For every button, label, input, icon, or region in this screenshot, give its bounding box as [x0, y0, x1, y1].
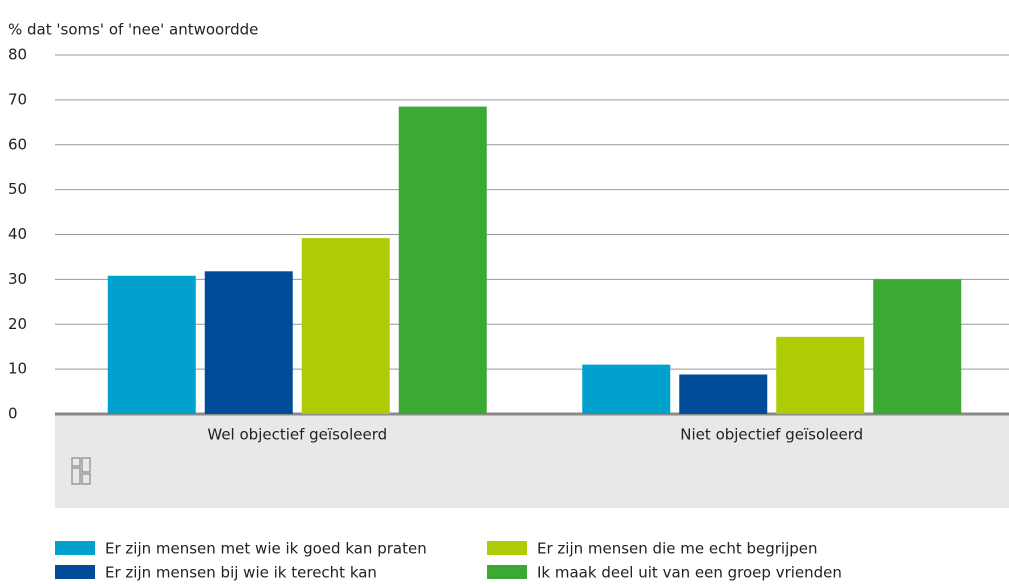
bar [107, 275, 196, 414]
bar [582, 364, 671, 414]
y-tick-label: 80 [8, 46, 27, 64]
x-tick-label: Niet objectief geïsoleerd [680, 426, 863, 444]
legend-swatch [487, 541, 527, 555]
y-tick-label: 20 [8, 315, 27, 333]
y-tick-label: 50 [8, 180, 27, 198]
category-band [55, 414, 1009, 508]
y-tick-label: 70 [8, 90, 27, 108]
y-tick-label: 30 [8, 270, 27, 288]
legend-label: Er zijn mensen die me echt begrijpen [537, 540, 818, 558]
logo [71, 457, 91, 485]
bar [398, 106, 487, 414]
legend-swatch [55, 565, 95, 579]
legend-swatch [487, 565, 527, 579]
y-tick-label: 40 [8, 225, 27, 243]
bar [204, 271, 293, 414]
y-tick-label: 0 [8, 405, 18, 423]
y-tick-label: 10 [8, 360, 27, 378]
bar [301, 238, 390, 414]
bar [679, 374, 768, 414]
y-tick-label: 60 [8, 135, 27, 153]
y-axis-label: % dat 'soms' of 'nee' antwoordde [8, 21, 258, 39]
x-tick-label: Wel objectief geïsoleerd [207, 426, 387, 444]
legend-label: Ik maak deel uit van een groep vrienden [537, 564, 842, 582]
legend-label: Er zijn mensen bij wie ik terecht kan [105, 564, 377, 582]
bar [873, 279, 962, 414]
bar [776, 336, 865, 414]
legend-swatch [55, 541, 95, 555]
legend-label: Er zijn mensen met wie ik goed kan prate… [105, 540, 427, 558]
